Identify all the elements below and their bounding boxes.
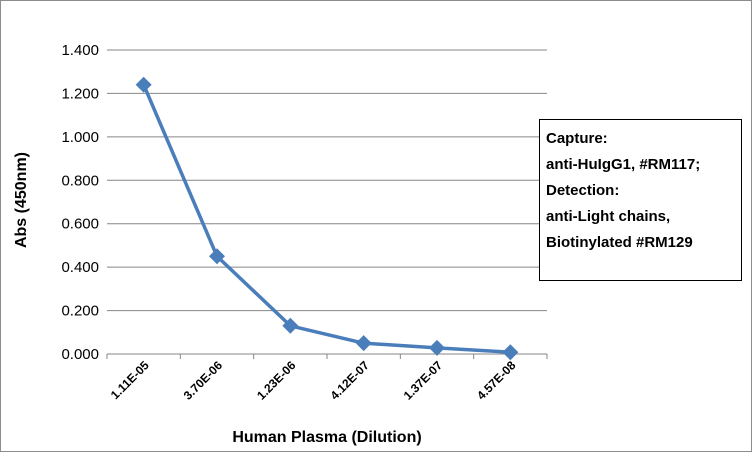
data-point: [355, 335, 372, 352]
x-axis-ticks: 1.11E-05 3.70E-06 1.23E-06 4.12E-07 1.37E-07…: [106, 354, 548, 403]
y-tick-label: 0.200: [61, 303, 99, 320]
annotation-line: anti-Light chains,: [546, 208, 671, 225]
y-tick-label: 0.600: [61, 216, 99, 233]
y-tick-label: 0.800: [61, 172, 99, 189]
annotation-line: anti-HuIgG1, #RM117;: [546, 156, 701, 173]
y-tick-label: 1.200: [61, 85, 99, 102]
y-axis-title: Abs (450nm): [13, 152, 30, 248]
x-tick-label: 3.70E-06: [181, 358, 226, 403]
y-tick-label: 1.400: [61, 42, 99, 59]
annotation-line: Capture:: [546, 130, 608, 147]
data-point: [502, 344, 519, 361]
data-point: [209, 248, 225, 265]
x-tick-label: 1.11E-05: [108, 358, 152, 402]
data-point: [282, 317, 299, 334]
x-tick-label: 4.12E-07: [327, 358, 372, 403]
y-tick-label: 0.400: [61, 259, 99, 276]
y-axis-ticks: 0.000 0.200 0.400 0.600 0.800 1.000 1.200 1.400: [61, 42, 99, 363]
x-axis-title: Human Plasma (Dilution): [232, 429, 421, 446]
y-tick-label: 1.000: [61, 129, 99, 146]
annotation-line: Biotinylated #RM129: [546, 234, 693, 251]
annotation-box: Capture: anti-HuIgG1, #RM117; Detection:…: [539, 119, 742, 281]
x-tick-label: 1.23E-06: [254, 358, 299, 403]
data-point: [135, 76, 152, 93]
series-line: [142, 84, 511, 355]
x-tick-label: 1.37E-07: [401, 358, 446, 403]
data-point: [429, 339, 445, 356]
y-tick-label: 0.000: [61, 346, 99, 363]
series-layer: [135, 76, 519, 361]
x-tick-label: 4.57E-08: [474, 358, 519, 403]
annotation-line: Detection:: [546, 182, 620, 199]
gridlines: [107, 49, 547, 355]
